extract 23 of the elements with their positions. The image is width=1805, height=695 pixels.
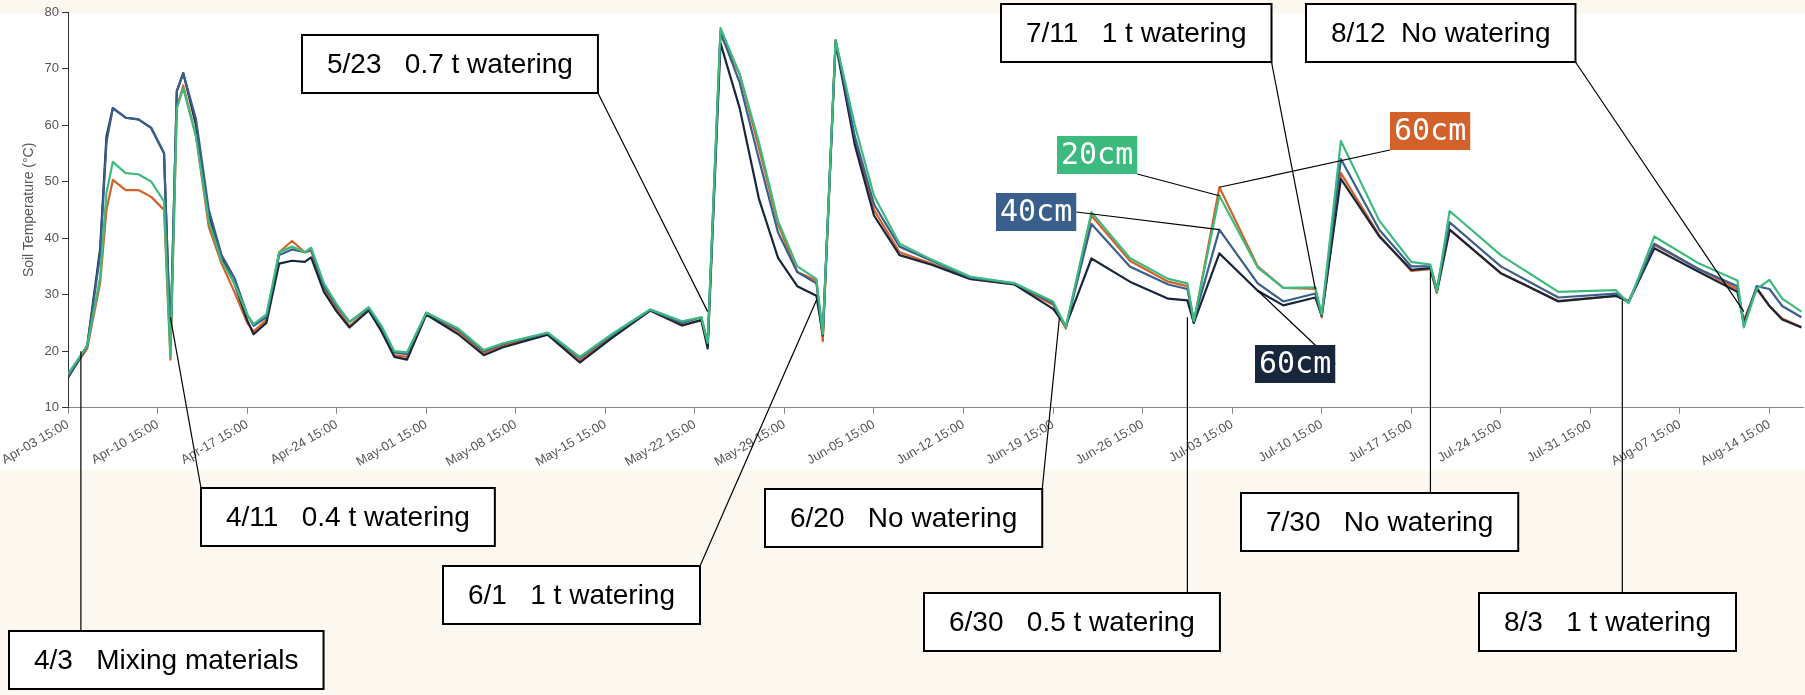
annotation: 8/12 No watering [1331,16,1551,48]
series-label: 40cm [1000,192,1073,228]
y-tick-label: 70 [44,60,60,76]
annotation: 7/11 1 t watering [1026,16,1247,48]
y-tick-label: 20 [44,342,60,358]
annotation: 8/3 1 t watering [1504,605,1712,637]
y-tick-label: 50 [44,173,60,189]
annotation: 5/23 0.7 t watering [327,47,573,79]
annotation: 6/20 No watering [790,501,1018,533]
series-label: 60cm [1259,344,1332,380]
series-label: 20cm [1061,135,1134,171]
y-tick-label: 60 [44,116,60,132]
annotation: 4/3 Mixing materials [34,643,299,675]
series-label: 60cm [1394,111,1467,147]
y-tick-label: 30 [44,286,60,302]
annotation: 6/1 1 t watering [468,578,676,610]
y-tick-label: 80 [44,3,60,19]
annotation: 7/30 No watering [1266,505,1494,537]
y-tick-label: 10 [44,399,60,415]
y-axis-title: Soil Temperature (°C) [20,142,37,278]
annotation: 6/30 0.5 t watering [949,605,1195,637]
y-tick-label: 40 [44,229,60,245]
annotation: 4/11 0.4 t watering [226,500,470,532]
